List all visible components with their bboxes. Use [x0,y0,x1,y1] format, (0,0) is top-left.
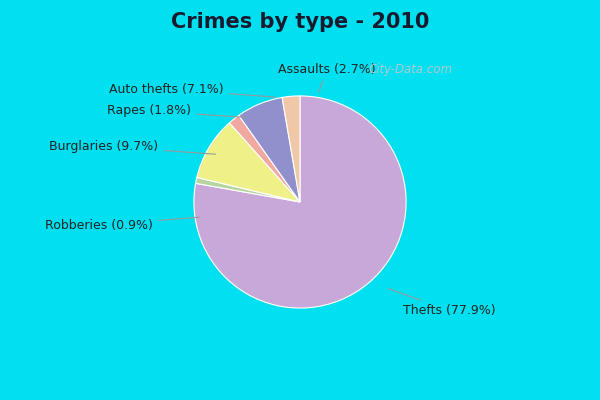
Text: Rapes (1.8%): Rapes (1.8%) [107,104,247,118]
Text: Thefts (77.9%): Thefts (77.9%) [388,289,496,317]
Text: Robberies (0.9%): Robberies (0.9%) [45,217,199,232]
Wedge shape [194,96,406,308]
Text: Assaults (2.7%): Assaults (2.7%) [278,62,376,92]
Wedge shape [197,123,300,202]
Text: Crimes by type - 2010: Crimes by type - 2010 [171,12,429,32]
Wedge shape [196,178,300,202]
Text: Auto thefts (7.1%): Auto thefts (7.1%) [109,83,275,97]
Text: City-Data.com: City-Data.com [369,62,453,76]
Wedge shape [239,98,300,202]
Wedge shape [282,96,300,202]
Wedge shape [229,115,300,202]
Text: Burglaries (9.7%): Burglaries (9.7%) [49,140,215,154]
